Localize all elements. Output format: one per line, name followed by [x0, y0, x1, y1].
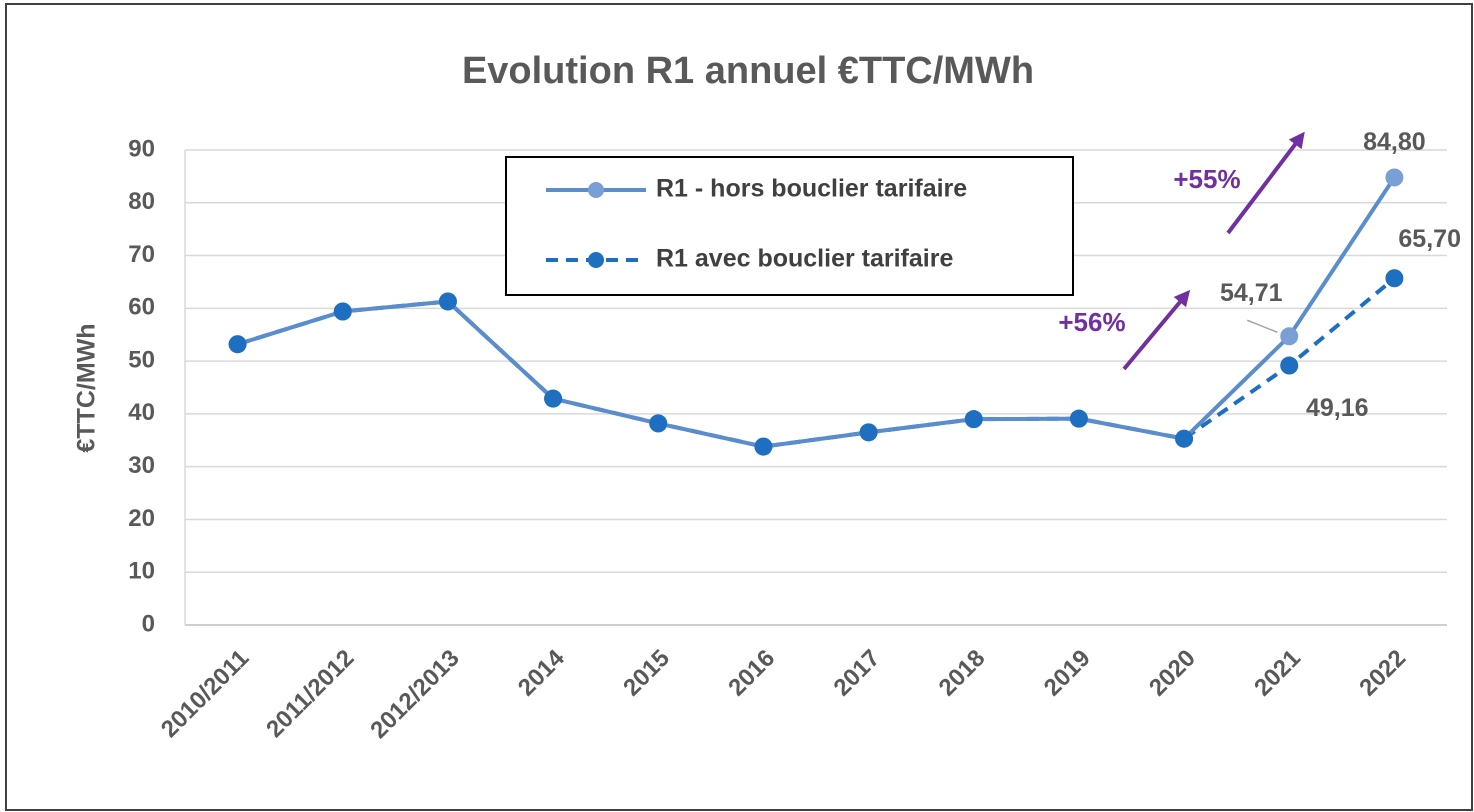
data-point — [649, 414, 668, 433]
chart-frame — [5, 3, 1473, 811]
data-label: 54,71 — [1220, 279, 1283, 307]
y-tick-label: 50 — [128, 346, 155, 373]
data-label: 65,70 — [1398, 225, 1461, 253]
y-tick-label: 90 — [128, 135, 155, 162]
data-point — [754, 437, 773, 456]
y-axis-label: €TTC/MWh — [73, 323, 101, 452]
legend-marker — [588, 182, 604, 198]
data-point — [859, 423, 878, 442]
annotation: +55% — [1173, 164, 1240, 194]
data-point — [438, 292, 457, 311]
y-tick-label: 0 — [142, 610, 155, 637]
data-label: 49,16 — [1306, 394, 1369, 422]
legend-marker — [588, 252, 604, 268]
data-point — [228, 335, 247, 354]
data-point — [1280, 356, 1299, 375]
legend-label: R1 - hors bouclier tarifaire — [656, 175, 967, 203]
data-point — [333, 302, 352, 321]
series-line — [236, 176, 1397, 449]
arrow — [1226, 131, 1305, 235]
y-tick-label: 40 — [128, 399, 155, 426]
data-point — [964, 410, 983, 429]
legend-box — [505, 156, 1074, 296]
data-point — [1175, 429, 1194, 448]
arrow — [1122, 289, 1191, 371]
data-point — [1069, 409, 1088, 428]
y-tick-label: 80 — [128, 188, 155, 215]
annotation: +56% — [1058, 307, 1125, 337]
y-tick-label: 10 — [128, 558, 155, 585]
data-label: 84,80 — [1363, 128, 1426, 156]
y-tick-label: 20 — [128, 505, 155, 532]
y-tick-label: 30 — [128, 452, 155, 479]
legend-label: R1 avec bouclier tarifaire — [656, 245, 953, 273]
y-tick-label: 60 — [128, 294, 155, 321]
y-tick-label: 70 — [128, 241, 155, 268]
data-point — [1385, 269, 1404, 288]
data-point — [1280, 327, 1299, 346]
leader-line — [1246, 319, 1278, 333]
chart-title: Evolution R1 annuel €TTC/MWh — [462, 50, 1034, 92]
data-point — [544, 389, 563, 408]
data-point — [1385, 168, 1404, 187]
